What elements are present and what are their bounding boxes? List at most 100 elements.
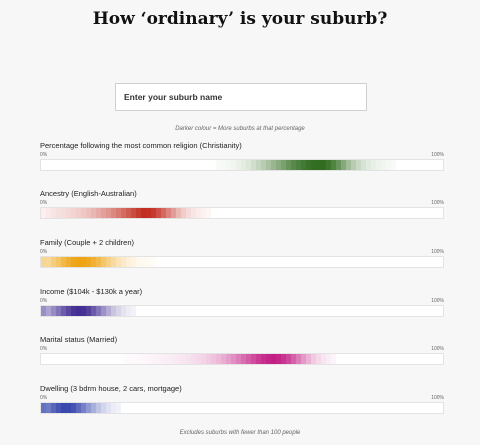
scale-min-label: 0% [40,346,48,352]
metric-row: Dwelling (3 bdrm house, 2 cars, mortgage… [40,384,444,414]
distribution-bar [40,207,444,219]
heat-cell [176,354,181,364]
metric-label: Dwelling (3 bdrm house, 2 cars, mortgage… [40,384,182,393]
heat-cell [151,257,156,267]
heat-cell [196,208,201,218]
distribution-heatstrip [216,160,396,170]
heat-cell [191,354,196,364]
heat-cell [131,257,136,267]
heat-cell [61,208,66,218]
heat-cell [136,208,141,218]
heat-cell [106,257,111,267]
scale-max-label: 100% [431,249,444,255]
metric-row: Ancestry (English-Australian) 0% 100% [40,189,444,219]
heat-cell [61,257,66,267]
heat-cell [166,354,171,364]
heat-cell [66,306,71,316]
heat-cell [91,257,96,267]
heat-cell [91,306,96,316]
heat-cell [51,403,56,413]
heat-cell [236,160,241,170]
distribution-heatstrip [131,354,336,364]
heat-cell [61,403,66,413]
metric-row: Marital status (Married) 0% 100% [40,335,444,365]
heat-cell [81,403,86,413]
heat-cell [46,403,51,413]
heat-cell [176,208,181,218]
heat-cell [126,257,131,267]
distribution-bar [40,402,444,414]
distribution-heatstrip [41,306,136,316]
heat-cell [41,306,46,316]
heat-cell [111,208,116,218]
heat-cell [131,208,136,218]
heat-cell [96,306,101,316]
heat-cell [266,160,271,170]
heat-cell [96,403,101,413]
heat-cell [336,160,341,170]
heat-cell [311,160,316,170]
metric-scale: 0% 100% [40,394,444,402]
scale-max-label: 100% [431,395,444,401]
distribution-bar [40,305,444,317]
heat-cell [86,403,91,413]
heat-cell [101,403,106,413]
suburb-search-input[interactable] [115,83,367,111]
metric-scale: 0% 100% [40,151,444,159]
heat-cell [131,354,136,364]
heat-cell [241,354,246,364]
metric-scale: 0% 100% [40,248,444,256]
heat-cell [201,208,206,218]
heat-cell [76,257,81,267]
heat-cell [346,160,351,170]
heat-cell [116,208,121,218]
heat-cell [281,354,286,364]
metric-row: Income ($104k - $130k a year) 0% 100% [40,287,444,317]
heat-cell [146,208,151,218]
heat-cell [331,354,336,364]
heat-cell [256,160,261,170]
heat-cell [341,160,346,170]
heat-cell [231,160,236,170]
distribution-bar [40,256,444,268]
heat-cell [161,208,166,218]
heat-cell [181,354,186,364]
heat-cell [276,160,281,170]
heat-cell [226,160,231,170]
heat-cell [111,403,116,413]
metric-scale: 0% 100% [40,297,444,305]
heat-cell [91,208,96,218]
distribution-bar [40,159,444,171]
heat-cell [51,257,56,267]
metric-label: Ancestry (English-Australian) [40,189,137,198]
metric-label: Income ($104k - $130k a year) [40,287,143,296]
heat-cell [331,160,336,170]
heat-cell [136,354,141,364]
heat-cell [66,208,71,218]
heat-cell [296,160,301,170]
heat-cell [201,354,206,364]
heat-cell [81,257,86,267]
heat-cell [236,354,241,364]
heat-cell [326,160,331,170]
heat-cell [311,354,316,364]
heat-cell [91,403,96,413]
heat-cell [141,354,146,364]
heat-cell [101,208,106,218]
heat-cell [46,257,51,267]
heat-cell [71,403,76,413]
scale-min-label: 0% [40,298,48,304]
heat-cell [71,257,76,267]
heat-cell [66,257,71,267]
heat-cell [81,306,86,316]
heat-cell [111,257,116,267]
heat-cell [41,257,46,267]
heat-cell [321,160,326,170]
heat-cell [216,160,221,170]
heat-cell [391,160,396,170]
heat-cell [211,354,216,364]
distribution-heatstrip [41,257,156,267]
heat-cell [151,354,156,364]
scale-min-label: 0% [40,200,48,206]
heat-cell [301,354,306,364]
